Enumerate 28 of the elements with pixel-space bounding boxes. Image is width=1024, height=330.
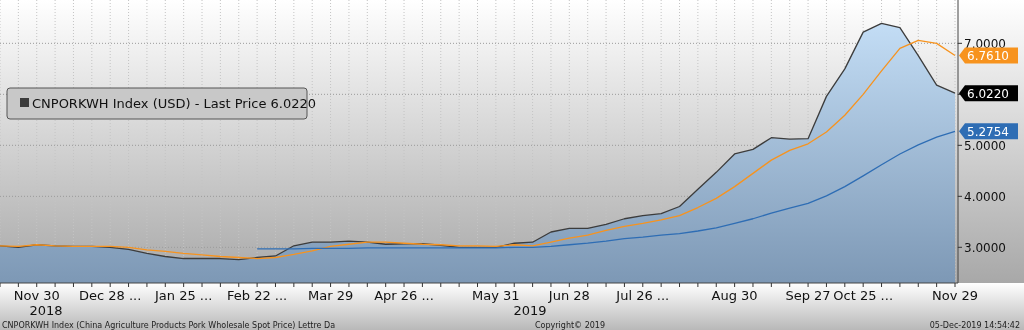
x-tick-label: Oct 25 ... bbox=[833, 288, 894, 303]
x-tick-label: Feb 22 ... bbox=[227, 288, 288, 303]
y-tick-label: 5.0000 bbox=[964, 138, 1006, 153]
text: 2018 bbox=[29, 303, 63, 318]
x-tick-label: Jan 25 ... bbox=[154, 288, 213, 303]
x-tick-label: May 31 bbox=[472, 288, 520, 303]
text: 2019 bbox=[513, 303, 547, 318]
x-tick-label: Aug 30 bbox=[711, 288, 758, 303]
x-tick-label: Mar 29 bbox=[307, 288, 354, 303]
y-tick-label: 7.0000 bbox=[964, 36, 1006, 51]
data-label: 5.2754 bbox=[967, 124, 1009, 139]
x-tick-label: Nov 30 bbox=[13, 288, 60, 303]
x-tick-label: Jul 26 ... bbox=[615, 288, 670, 303]
text: Copyright© 2019 bbox=[535, 321, 605, 330]
legend-label: CNPORKWH Index (USD) - Last Price 6.0220 bbox=[32, 96, 317, 111]
data-label: 6.0220 bbox=[967, 86, 1009, 101]
line-series bbox=[0, 39, 956, 260]
x-tick-label: Nov 29 bbox=[931, 288, 979, 303]
x-tick-label: Dec 28 ... bbox=[79, 288, 142, 303]
x-tick-label: Sep 27 bbox=[785, 288, 831, 303]
y-tick-label: 3.0000 bbox=[964, 240, 1006, 255]
data-label: 6.7610 bbox=[967, 49, 1009, 64]
x-tick-label: Jun 28 bbox=[547, 288, 590, 303]
x-tick-label: Apr 26 ... bbox=[374, 288, 434, 303]
y-tick-label: 4.0000 bbox=[964, 189, 1006, 204]
text: CNPORKWH Index (China Agriculture Products Pork Wholesale Spot Price) Lettre Da bbox=[2, 321, 336, 330]
line-series bbox=[256, 130, 956, 250]
text: 05-Dec-2019 14:54:42 bbox=[929, 321, 1020, 330]
